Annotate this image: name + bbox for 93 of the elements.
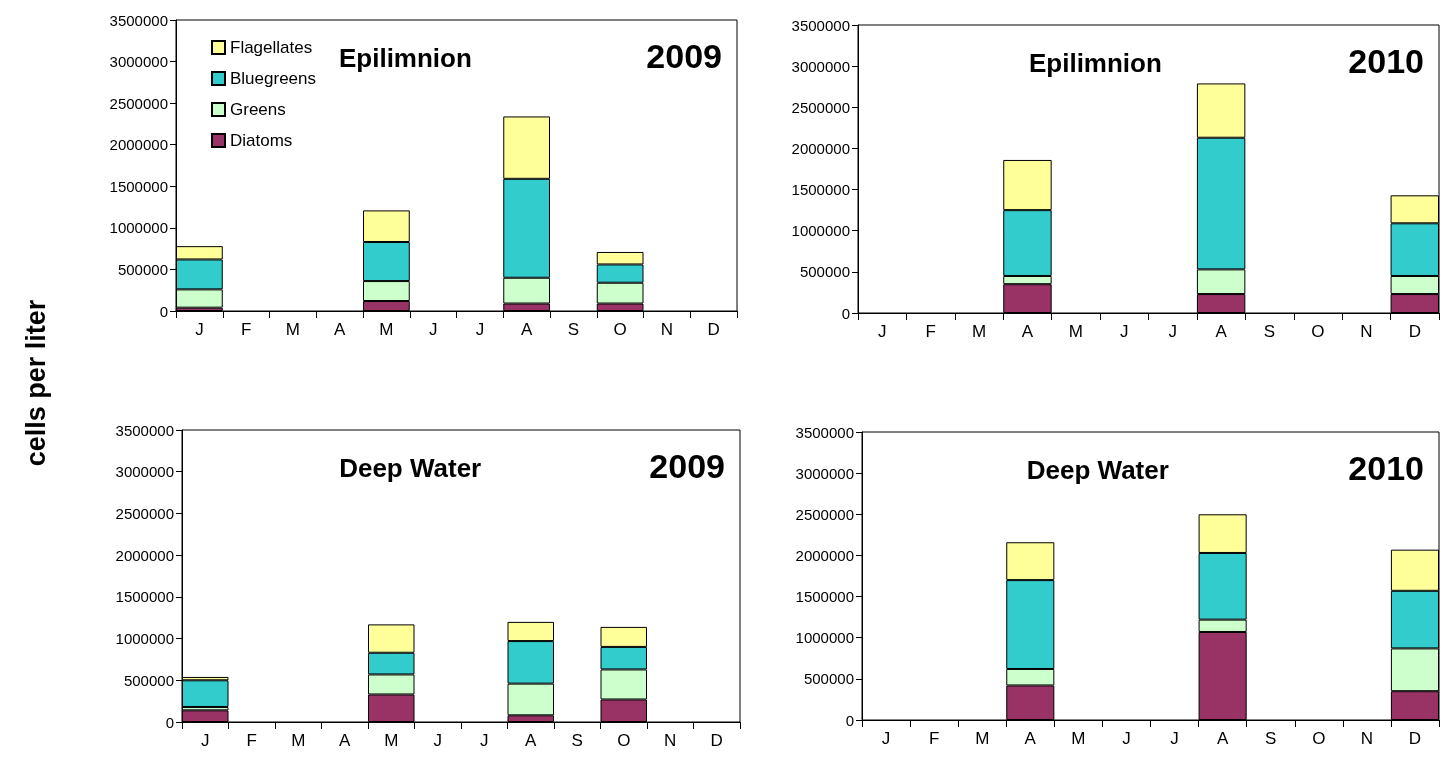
y-tick-label: 3500000	[795, 423, 854, 441]
x-tick-label: J	[881, 729, 891, 748]
x-tick-label: J	[433, 731, 442, 750]
x-tick-label: O	[617, 731, 631, 750]
x-tick-label: A	[333, 320, 346, 339]
x-tick-label: M	[379, 320, 394, 339]
text: Deep Water	[339, 453, 482, 483]
y-tick-label: 2500000	[115, 504, 174, 522]
y-tick-label: 500000	[799, 263, 850, 281]
x-tick-label: S	[1263, 322, 1276, 341]
x-tick-label: O	[613, 320, 627, 339]
x-tick-label: F	[928, 729, 940, 748]
x-tick-label: S	[1265, 729, 1277, 748]
text: Epilimnion	[1028, 48, 1162, 78]
x-tick-label: J	[201, 731, 210, 750]
x-tick-label: D	[1408, 322, 1421, 341]
x-tick-label: M	[1071, 729, 1086, 748]
y-tick-label: 3000000	[791, 57, 850, 75]
x-tick-label: M	[291, 731, 306, 750]
x-tick-label: F	[246, 731, 257, 750]
y-tick-label: 2000000	[791, 139, 850, 157]
text: 2010	[1348, 449, 1424, 487]
x-tick-label: F	[240, 320, 252, 339]
x-tick-label: M	[971, 322, 987, 341]
y-tick-label: 500000	[123, 671, 174, 689]
y-tick-label: 500000	[117, 260, 168, 278]
x-tick-label: M	[384, 731, 399, 750]
text: Epilimnion	[338, 43, 472, 73]
text: 2009	[646, 37, 722, 75]
x-tick-label: A	[520, 320, 533, 339]
x-tick-label: N	[664, 731, 677, 750]
y-tick-label: 1000000	[109, 219, 168, 237]
x-tick-label: J	[1122, 729, 1131, 748]
y-tick-label: 0	[845, 711, 854, 729]
x-tick-label: J	[195, 320, 204, 339]
y-tick-label: 2000000	[109, 136, 168, 154]
legend-label: Bluegreens	[230, 69, 317, 88]
x-tick-label: M	[1068, 322, 1083, 341]
y-tick-label: 1000000	[791, 222, 850, 240]
y-tick-label: 0	[841, 304, 850, 322]
x-tick-label: S	[571, 731, 583, 750]
x-tick-label: J	[1120, 322, 1129, 341]
y-tick-label: 3000000	[795, 464, 854, 482]
x-tick-label: S	[567, 320, 580, 339]
x-tick-label: A	[525, 731, 538, 750]
legend-label: Greens	[230, 100, 286, 119]
x-tick-label: D	[710, 731, 723, 750]
y-tick-label: 3500000	[109, 11, 168, 29]
y-tick-label: 500000	[803, 670, 854, 688]
y-tick-label: 3500000	[791, 16, 850, 34]
x-tick-label: N	[660, 320, 674, 339]
x-tick-label: J	[428, 320, 438, 339]
x-tick-label: J	[1168, 322, 1177, 341]
y-tick-label: 1500000	[115, 588, 174, 606]
legend-label: Diatoms	[230, 131, 293, 150]
x-tick-label: A	[1216, 729, 1229, 748]
x-tick-label: D	[1408, 729, 1422, 748]
x-tick-label: F	[925, 322, 936, 341]
x-tick-label: M	[975, 729, 990, 748]
y-tick-label: 0	[165, 713, 174, 731]
y-tick-label: 3500000	[115, 421, 174, 439]
x-tick-label: O	[1312, 729, 1326, 748]
y-tick-label: 2500000	[795, 505, 854, 523]
text: 2009	[649, 447, 725, 485]
x-tick-label: J	[475, 320, 485, 339]
x-tick-label: N	[1360, 322, 1373, 341]
y-tick-label: 1500000	[109, 177, 168, 195]
x-tick-label: A	[339, 731, 352, 750]
y-tick-label: 1000000	[795, 629, 854, 647]
x-tick-label: A	[1021, 322, 1034, 341]
x-tick-label: J	[1170, 729, 1179, 748]
x-tick-label: D	[707, 320, 720, 339]
x-tick-label: A	[1215, 322, 1228, 341]
y-tick-label: 2000000	[795, 546, 854, 564]
text: Deep Water	[1026, 455, 1169, 485]
y-tick-label: 0	[159, 302, 168, 320]
x-tick-label: O	[1311, 322, 1325, 341]
text: 2010	[1348, 42, 1424, 80]
y-tick-label: 1000000	[115, 630, 174, 648]
y-axis-title: cells per liter	[20, 299, 52, 467]
y-tick-label: 2500000	[109, 94, 168, 112]
legend-label: Flagellates	[230, 38, 313, 57]
x-tick-label: N	[1360, 729, 1374, 748]
x-tick-label: A	[1024, 729, 1037, 748]
y-tick-label: 3000000	[109, 53, 168, 71]
y-tick-label: 2500000	[791, 98, 850, 116]
x-tick-label: M	[285, 320, 300, 339]
x-tick-label: J	[480, 731, 489, 750]
y-tick-label: 2000000	[115, 546, 174, 564]
y-tick-label: 1500000	[791, 181, 850, 199]
y-tick-label: 1500000	[795, 588, 854, 606]
x-tick-label: J	[877, 322, 887, 341]
y-tick-label: 3000000	[115, 463, 174, 481]
